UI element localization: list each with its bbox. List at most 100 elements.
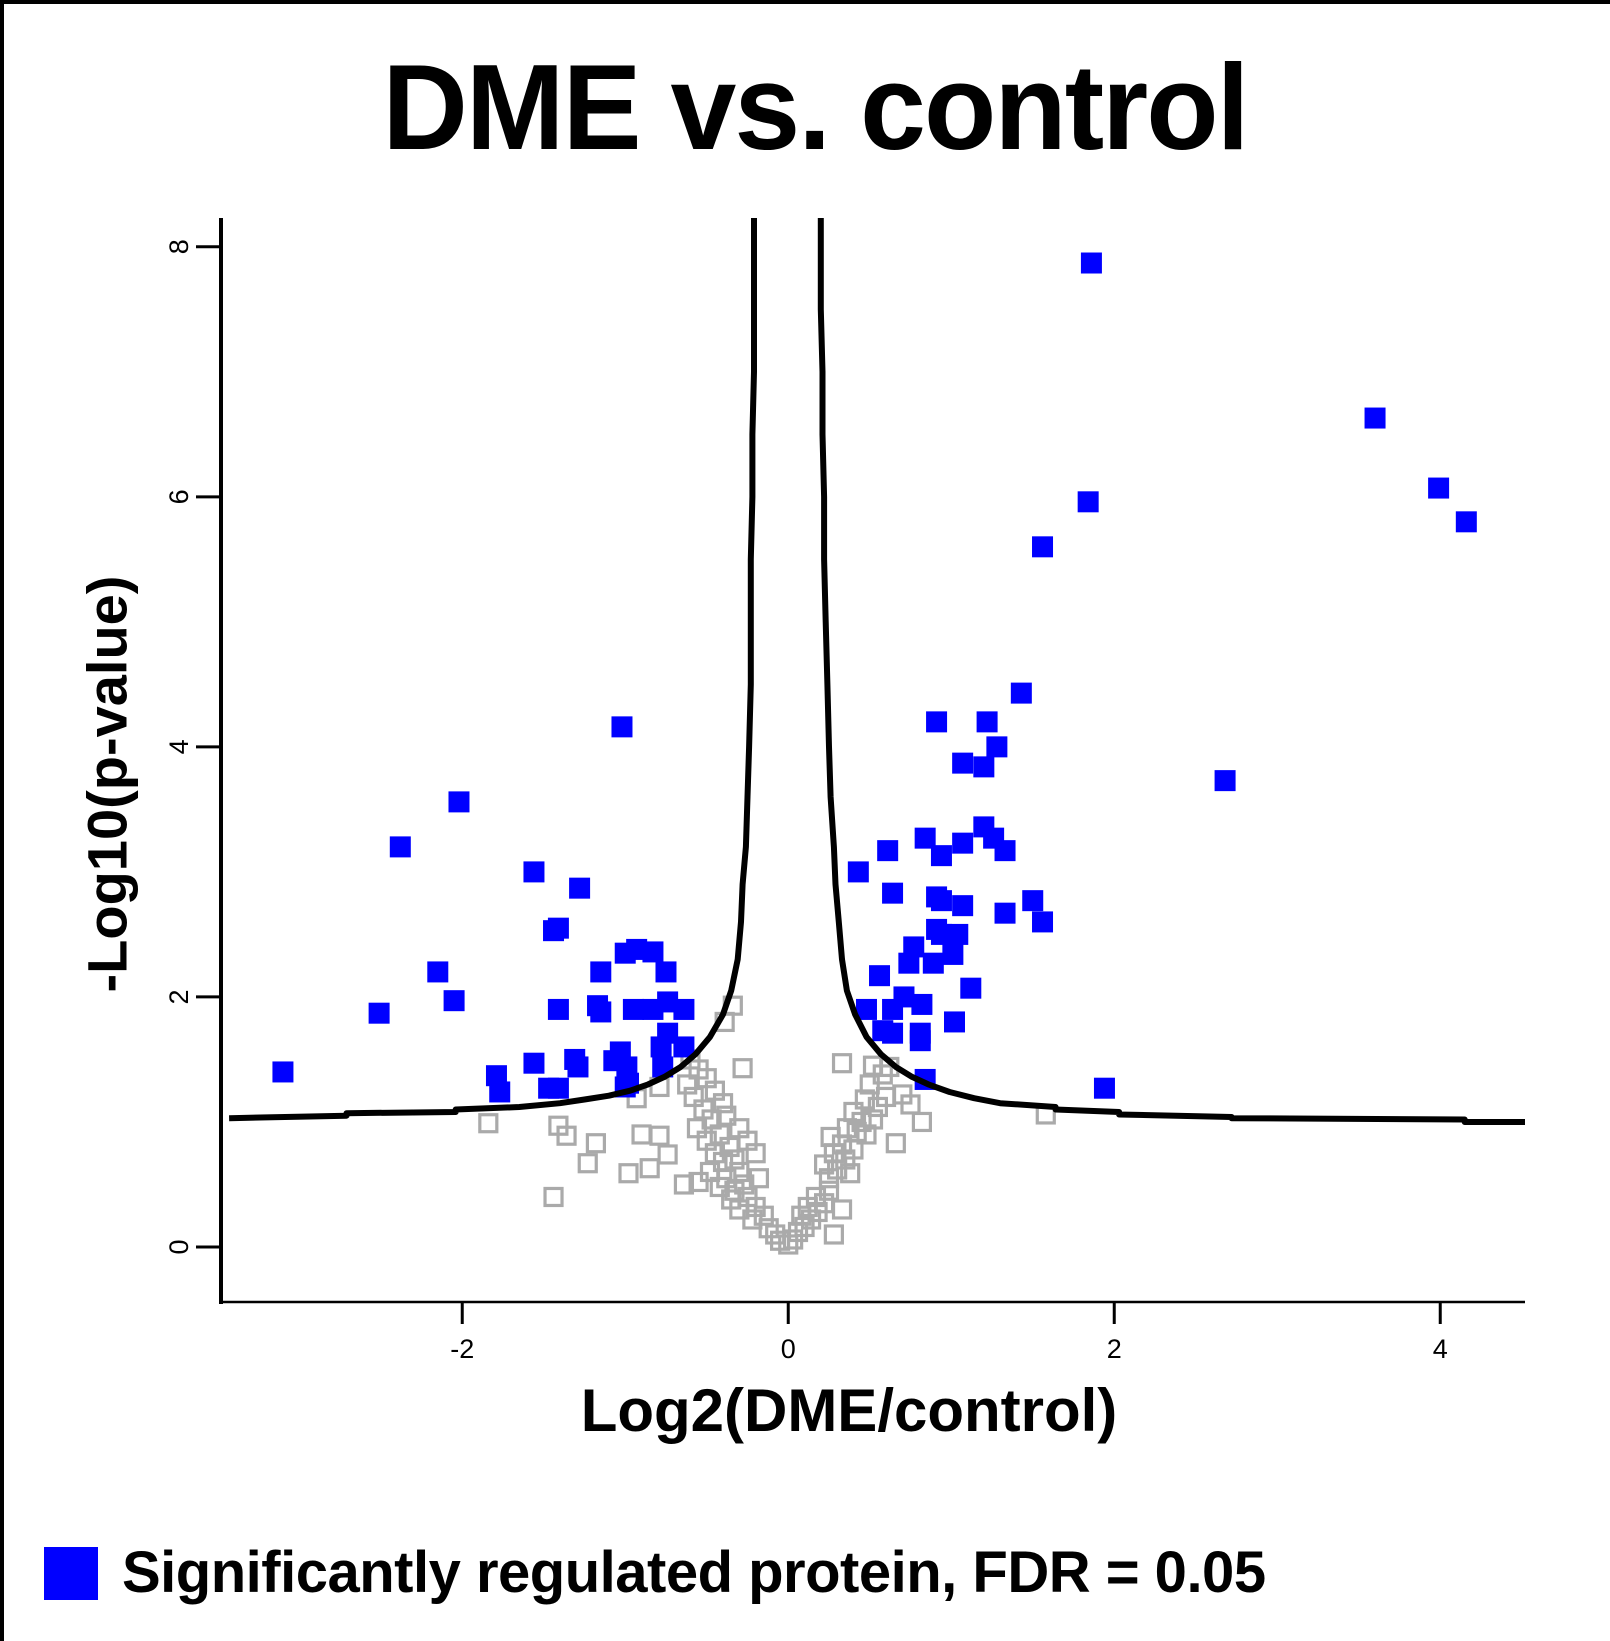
significant-point [1032,536,1054,558]
non-significant-point [745,1143,766,1164]
significant-point [389,836,411,858]
significant-point [611,716,633,738]
significant-point [976,711,998,733]
significant-point [567,1056,589,1078]
significant-point [590,1001,612,1023]
significant-point [973,756,995,778]
non-significant-point [854,1089,875,1110]
significant-point [448,791,470,813]
non-significant-point [729,1161,750,1183]
significant-point [952,752,974,774]
significant-point [1364,407,1386,429]
non-significant-point [753,1205,774,1226]
significant-point [882,882,904,904]
significant-point [911,993,933,1015]
significant-point [947,923,969,945]
non-significant-point [724,1149,745,1170]
significant-point [944,1011,965,1033]
non-significant-point [677,1074,698,1095]
non-significant-point [840,1163,861,1184]
non-significant-point [748,1168,770,1189]
non-significant-point [885,1133,906,1154]
significant-point [622,998,644,1020]
significant-point [523,861,545,883]
y-tick-label: 8 [164,239,194,254]
non-significant-point [712,1093,734,1114]
significant-point [1214,770,1236,792]
non-significant-point [556,1125,577,1146]
non-significant-point [831,1199,853,1220]
significant-point [489,1081,511,1103]
threshold-curve-left [229,218,757,1122]
significant-point [272,1061,294,1083]
significant-point [930,923,952,945]
y-tick-label: 6 [164,489,194,504]
significant-point [443,990,465,1012]
y-ticks: 0 2 4 6 8 [164,239,221,1255]
non-significant-point [818,1180,840,1201]
non-significant-point [618,1163,639,1184]
significant-point [543,920,565,942]
significant-point [673,1036,695,1058]
significant-point [538,1077,560,1099]
non-significant-point [862,1109,884,1130]
x-tick-label: 0 [781,1334,796,1364]
y-tick-label: 4 [164,739,194,754]
non-significant-point [716,1105,737,1126]
significant-point [960,977,982,999]
x-tick-label: 2 [1107,1334,1122,1364]
non-significant-point [639,1158,660,1179]
significant-point [882,1022,904,1044]
significant-point [642,941,664,963]
significant-point [655,961,677,983]
non-significant-point [673,1174,695,1195]
y-tick-label: 0 [164,1239,194,1254]
non-significant-point [900,1094,921,1115]
non-significant-point [543,1186,564,1208]
significant-point [1093,1077,1115,1099]
significant-point [909,1030,931,1052]
non-significant-points [478,995,1056,1255]
non-significant-point [843,1101,864,1123]
legend-label-significant: Significantly regulated protein, FDR = 0… [122,1540,1266,1605]
frame-border-left [0,0,4,1641]
significant-point [930,890,952,912]
significant-point [569,877,591,899]
significant-point [994,840,1016,862]
non-significant-point [478,1113,499,1134]
significant-point [952,832,974,854]
significant-point [877,840,899,862]
significant-point [1077,491,1099,513]
non-significant-point [585,1133,607,1154]
significant-point [926,711,948,733]
significant-point [626,938,648,960]
x-tick-label: -2 [450,1334,474,1364]
significant-point [523,1052,545,1074]
significant-point [673,998,695,1020]
non-significant-point [709,1176,730,1198]
non-significant-point [831,1053,853,1074]
significant-point [903,936,925,958]
significant-point [942,943,964,965]
significant-point [590,961,612,983]
significant-point [485,1065,507,1087]
significant-point [657,991,679,1013]
significant-point [427,961,449,983]
significant-point [1010,682,1032,704]
legend-swatch-significant [44,1546,98,1600]
non-significant-point [823,1224,844,1245]
x-axis-label: Log2(DME/control) [580,1377,1118,1444]
frame-border-top [0,0,1610,4]
non-significant-point [649,1125,670,1146]
significant-point [914,827,936,849]
x-ticks: -2 0 2 4 [450,1302,1448,1364]
axes [219,218,1525,1304]
significant-point [547,998,569,1020]
non-significant-point [805,1186,827,1208]
significant-point [930,845,952,867]
significant-point [368,1002,390,1024]
significant-point [1455,511,1477,533]
significant-point [1080,252,1102,274]
significant-point [847,861,869,883]
non-significant-point [734,1174,755,1195]
